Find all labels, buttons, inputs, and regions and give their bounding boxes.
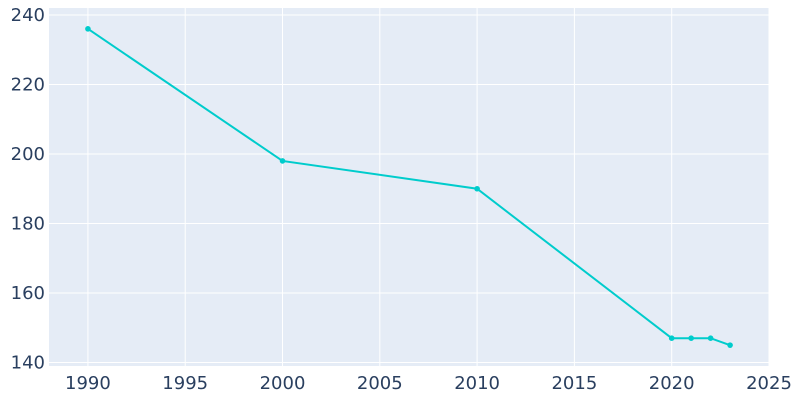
y-axis-tick-labels: 140 160 180 200 220 240 <box>11 5 45 374</box>
y-tick-label: 140 <box>11 353 45 374</box>
data-point <box>688 335 694 341</box>
x-tick-label: 2005 <box>357 373 403 394</box>
data-point <box>727 342 733 348</box>
data-point <box>85 26 91 32</box>
y-tick-label: 180 <box>11 213 45 234</box>
y-tick-label: 160 <box>11 283 45 304</box>
x-tick-label: 2000 <box>260 373 306 394</box>
x-tick-label: 2010 <box>454 373 500 394</box>
x-tick-label: 2025 <box>746 373 792 394</box>
grid-lines <box>49 8 770 366</box>
plot-area <box>49 8 769 366</box>
x-axis-tick-labels: 1990 1995 2000 2005 2010 2015 2020 2025 <box>65 373 792 394</box>
data-point <box>474 185 480 192</box>
y-tick-label: 240 <box>11 5 45 26</box>
y-tick-label: 200 <box>11 144 45 165</box>
x-tick-label: 1990 <box>65 373 111 394</box>
x-tick-label: 2020 <box>649 373 695 394</box>
series-layer <box>85 26 733 348</box>
x-tick-label: 1995 <box>162 373 208 394</box>
data-point <box>668 335 675 341</box>
data-point <box>279 158 286 164</box>
x-tick-label: 2015 <box>551 373 597 394</box>
y-tick-label: 220 <box>11 74 45 95</box>
data-point <box>707 335 714 341</box>
